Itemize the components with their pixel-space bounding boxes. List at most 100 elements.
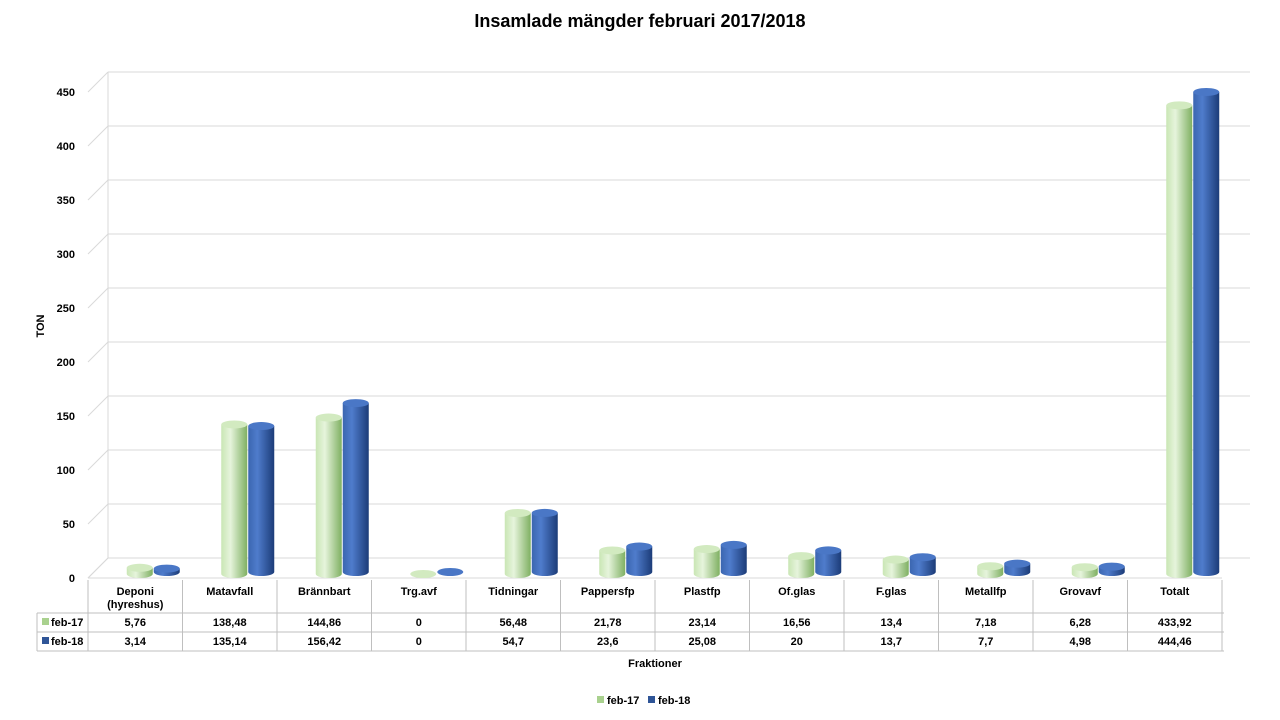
bar-top — [153, 564, 180, 573]
bar — [410, 570, 437, 578]
series-feb-17 — [126, 101, 1193, 579]
bar — [693, 545, 720, 578]
bar-top — [720, 540, 747, 549]
bar — [315, 413, 342, 578]
bar-top — [693, 545, 720, 554]
bar — [221, 420, 248, 578]
series-feb-18 — [153, 87, 1220, 576]
category-label: Matavfall — [206, 586, 253, 598]
y-tick-label: 350 — [57, 195, 75, 207]
category-label: Of.glas — [778, 586, 815, 598]
gridline-side — [87, 503, 109, 525]
legend-swatch — [648, 696, 655, 703]
data-label: 433,92 — [1158, 617, 1192, 629]
gridline-side — [87, 449, 109, 471]
bar-top — [315, 413, 342, 422]
bar-top — [1166, 101, 1193, 110]
bar — [909, 553, 936, 576]
category-label: Brännbart — [298, 586, 351, 598]
bar — [882, 555, 909, 578]
bar — [1098, 562, 1125, 576]
chart-title: Insamlade mängder februari 2017/2018 — [474, 11, 805, 31]
gridline-side — [87, 179, 109, 201]
data-label: 7,7 — [978, 636, 993, 648]
bar-top — [531, 508, 558, 517]
bar-body — [248, 426, 275, 576]
bar-top — [342, 399, 369, 408]
data-label: 13,7 — [881, 636, 902, 648]
bar — [342, 399, 369, 576]
bar — [153, 564, 180, 576]
bar-top — [1193, 87, 1220, 96]
bar-top — [788, 552, 815, 561]
y-tick-label: 300 — [57, 249, 75, 261]
bar-top — [909, 553, 936, 562]
data-label: 144,86 — [307, 617, 341, 629]
table-legend-swatch — [42, 637, 49, 644]
y-tick-label: 400 — [57, 141, 75, 153]
bar-body — [720, 544, 747, 576]
bar — [626, 542, 653, 576]
bar-top — [221, 420, 248, 429]
x-axis-title: Fraktioner — [628, 658, 683, 670]
y-tick-label: 100 — [57, 465, 75, 477]
y-tick-label: 250 — [57, 303, 75, 315]
gridline-side — [87, 557, 109, 579]
bar — [1166, 101, 1193, 579]
data-label: 0 — [416, 617, 422, 629]
bars — [126, 87, 1220, 579]
data-label: 135,14 — [213, 636, 248, 648]
data-label: 13,4 — [881, 617, 903, 629]
table-series-name: feb-17 — [51, 617, 83, 629]
legend-label: feb-17 — [607, 695, 639, 707]
data-label: 5,76 — [125, 617, 146, 629]
bar-body — [815, 550, 842, 576]
data-label: 138,48 — [213, 617, 247, 629]
y-tick-label: 50 — [63, 519, 75, 531]
bar-body — [342, 403, 369, 576]
data-label: 444,46 — [1158, 636, 1192, 648]
bar — [437, 568, 464, 576]
y-axis-title: TON — [35, 314, 47, 337]
gridline-side — [87, 71, 109, 93]
legend-swatch — [597, 696, 604, 703]
bar — [815, 546, 842, 576]
bar-body — [626, 546, 653, 576]
data-label: 6,28 — [1070, 617, 1091, 629]
y-tick-label: 450 — [57, 87, 75, 99]
bar — [504, 509, 531, 578]
bar — [248, 422, 275, 576]
bar — [1193, 87, 1220, 576]
table-series-name: feb-18 — [51, 636, 83, 648]
legend-label: feb-18 — [658, 695, 690, 707]
bar — [720, 540, 747, 576]
data-label: 156,42 — [307, 636, 341, 648]
bar-body — [221, 424, 248, 578]
bar-top — [882, 555, 909, 564]
bar — [126, 563, 153, 578]
y-tick-label: 200 — [57, 357, 75, 369]
bar — [788, 552, 815, 578]
bar-body — [882, 559, 909, 578]
data-label: 54,7 — [503, 636, 524, 648]
data-label: 21,78 — [594, 617, 622, 629]
bar-body — [1166, 105, 1193, 579]
data-label: 20 — [791, 636, 803, 648]
bar-top — [410, 570, 437, 578]
data-label: 0 — [416, 636, 422, 648]
bar-body — [693, 549, 720, 578]
data-label: 3,14 — [125, 636, 147, 648]
data-label: 23,6 — [597, 636, 618, 648]
bar — [599, 546, 626, 578]
bar — [977, 562, 1004, 578]
data-label: 56,48 — [499, 617, 527, 629]
y-axis-ticks: 0 50 100 150 200 250 300 350 400 450 — [57, 87, 75, 585]
y-tick-label: 0 — [69, 573, 75, 585]
category-label: Totalt — [1160, 586, 1189, 598]
bar-body — [315, 417, 342, 578]
bar-body — [788, 556, 815, 578]
category-label: Tidningar — [488, 586, 539, 598]
data-label: 25,08 — [688, 636, 716, 648]
category-label: Plastfp — [684, 586, 721, 598]
